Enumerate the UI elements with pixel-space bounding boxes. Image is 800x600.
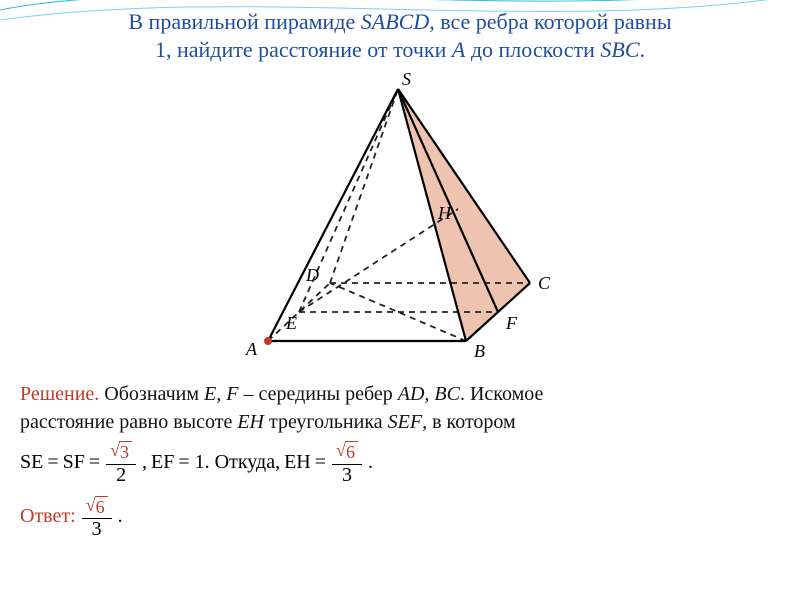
eq-frac1-den: 2: [112, 465, 130, 485]
vertex-label-b: B: [474, 341, 485, 361]
eq-frac2: √6 3: [332, 440, 362, 485]
answer-sqrt: √6: [86, 496, 108, 519]
eq-eq4: =: [315, 451, 326, 474]
eq-sqrt3: √3: [110, 441, 132, 464]
answer-line: Ответ: √6 3 .: [20, 495, 780, 540]
eq-dot: .: [368, 451, 373, 474]
edge-dashed: [330, 89, 398, 283]
pyramid-diagram: A B C D S E F H: [230, 69, 570, 369]
problem-sabcd: SABCD: [361, 9, 429, 34]
answer-label: Ответ:: [20, 505, 76, 528]
problem-point-a: A: [452, 37, 465, 62]
problem-sbc: SBC: [600, 37, 639, 62]
edge-solid: [268, 89, 398, 341]
sol-t1: Обозначим: [99, 383, 204, 405]
vertex-label-d: D: [305, 265, 319, 285]
problem-text-2: , все ребра которой равны: [429, 9, 671, 34]
eq-eq1: =: [47, 451, 58, 474]
sol-t2: – середины ребер: [238, 383, 397, 405]
sol-ef: E, F: [204, 383, 238, 405]
problem-text-4: до плоскости: [465, 37, 600, 62]
vertex-a-dot: [264, 337, 272, 345]
eq-sqrt6: √6: [336, 441, 358, 464]
vertex-label-e: E: [285, 313, 297, 333]
sol-t5: треугольника: [264, 411, 388, 433]
eq-frac1: √3 2: [106, 440, 136, 485]
eq-frac2-den: 3: [338, 465, 356, 485]
vertex-label-a: A: [245, 339, 258, 359]
figure-container: A B C D S E F H: [20, 69, 780, 374]
sol-sef: SEF: [388, 411, 422, 433]
vertex-label-f: F: [505, 313, 518, 333]
solution-lead: Решение.: [20, 383, 99, 405]
problem-text-3: 1, найдите расстояние от точки: [155, 37, 452, 62]
sol-t4: расстояние равно высоте: [20, 411, 237, 433]
edge-solid: [398, 89, 498, 312]
sol-t6: , в котором: [422, 411, 516, 433]
eq-ehv: EH: [284, 451, 311, 474]
problem-text-1: В правильной пирамиде: [128, 9, 360, 34]
eq-comma1: ,: [142, 451, 147, 474]
sol-eh: EH: [237, 411, 264, 433]
sol-t3: . Искомое: [460, 383, 543, 405]
answer-den: 3: [88, 519, 106, 539]
sol-adbc: AD, BC: [398, 383, 460, 405]
problem-statement: В правильной пирамиде SABCD, все ребра к…: [28, 8, 772, 63]
vertex-label-c: C: [538, 273, 551, 293]
problem-dot: .: [640, 37, 646, 62]
answer-dot: .: [118, 505, 123, 528]
vertex-label-s: S: [402, 69, 411, 89]
eq-ef: EF: [151, 451, 174, 474]
eq-eq3: = 1. Откуда,: [178, 451, 280, 474]
equation-line: SE = SF = √3 2 , EF = 1. Откуда, EH = √6…: [20, 440, 780, 485]
solution-text: Решение. Обозначим E, F – середины ребер…: [20, 380, 780, 436]
answer-frac: √6 3: [82, 495, 112, 540]
slide-content: В правильной пирамиде SABCD, все ребра к…: [0, 0, 800, 539]
vertex-label-h: H: [437, 203, 452, 223]
eq-se: SE: [20, 451, 43, 474]
eq-eq2: =: [89, 451, 100, 474]
eq-sf: SF: [63, 451, 85, 474]
